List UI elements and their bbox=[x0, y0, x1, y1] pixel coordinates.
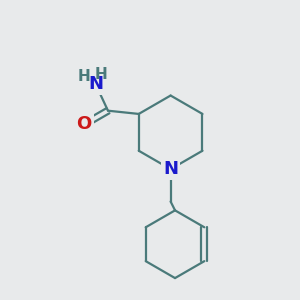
Text: N: N bbox=[88, 75, 103, 93]
Text: H: H bbox=[95, 67, 108, 82]
Text: O: O bbox=[76, 116, 92, 134]
Text: N: N bbox=[163, 160, 178, 178]
Text: H: H bbox=[78, 69, 91, 84]
